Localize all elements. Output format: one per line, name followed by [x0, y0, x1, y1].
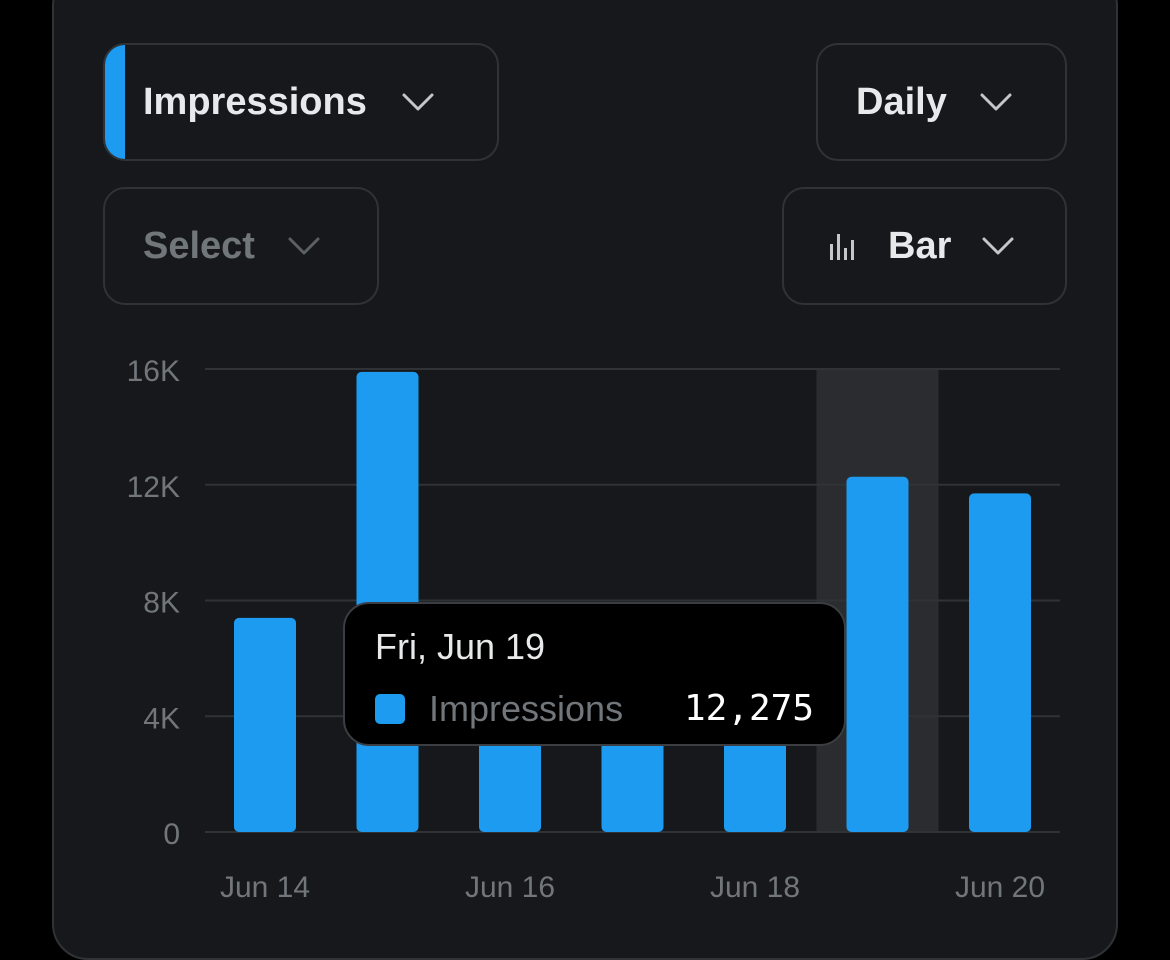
period-dropdown[interactable]: Daily [816, 43, 1067, 161]
chevron-down-icon [288, 237, 320, 255]
x-tick-label: Jun 20 [955, 871, 1045, 904]
y-tick-label: 12K [127, 471, 180, 504]
x-tick-label: Jun 14 [220, 871, 310, 904]
compare-dropdown-label: Select [143, 224, 255, 267]
chevron-down-icon [980, 93, 1012, 111]
bar [234, 617, 296, 832]
chart-tooltip: Fri, Jun 19 Impressions 12,275 [343, 602, 846, 746]
compare-dropdown[interactable]: Select [103, 187, 379, 305]
metric-dropdown-label: Impressions [143, 80, 367, 123]
tooltip-series-swatch [375, 694, 405, 724]
y-tick-label: 4K [143, 702, 180, 735]
y-tick-label: 0 [163, 818, 180, 851]
bar [601, 733, 664, 832]
y-tick-label: 16K [127, 355, 180, 388]
x-tick-label: Jun 16 [465, 871, 555, 904]
bar-chart-icon [830, 234, 854, 260]
tooltip-value: 12,275 [683, 688, 814, 729]
x-tick-label: Jun 18 [710, 871, 800, 904]
bar [846, 476, 909, 832]
bar [724, 733, 786, 832]
tooltip-series-name: Impressions [429, 688, 624, 729]
period-dropdown-label: Daily [856, 80, 947, 123]
impressions-bar-chart: 0 4K 8K 12K 16K Jun 14 Jun 16 Jun 18 Jun 20 [127, 355, 1060, 904]
chart-type-dropdown[interactable]: Bar [782, 187, 1067, 305]
chart-type-label: Bar [888, 224, 952, 267]
tooltip-date: Fri, Jun 19 [375, 626, 546, 667]
metric-dropdown[interactable]: Impressions [103, 43, 499, 161]
chevron-down-icon [982, 237, 1014, 255]
y-tick-label: 8K [143, 587, 180, 620]
metric-accent-bar [105, 45, 125, 159]
chevron-down-icon [402, 93, 434, 111]
bar [969, 493, 1031, 832]
bar [479, 733, 541, 832]
